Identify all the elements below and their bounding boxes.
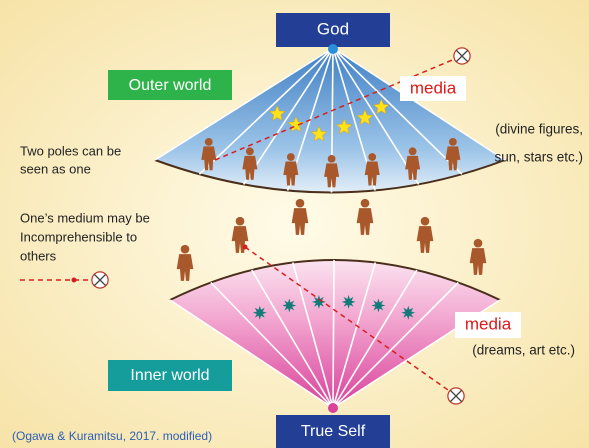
inner-world-label: Inner world [130,367,209,384]
citation: (Ogawa & Kuramitsu, 2017. modified) [12,429,212,443]
left-note: others [20,248,57,263]
lower-cross-circle [448,388,464,404]
upper-media-note: (divine figures, [495,122,583,137]
diagram: God Outer world media (divine figures, s… [0,0,589,448]
lower-media-label: media [465,314,512,333]
left-cross-circle [92,272,108,288]
upper-media-note: sun, stars etc.) [494,150,583,165]
upper-media-label: media [410,78,457,97]
outer-world-label: Outer world [129,77,212,94]
upper-cross-circle [454,48,470,64]
ray [333,260,334,408]
left-note: One’s medium may be [20,210,150,225]
left-dot [72,278,77,283]
lower-dot [243,245,248,250]
left-note: Two poles can be [20,143,121,158]
left-note: seen as one [20,161,91,176]
left-note: Incomprehensible to [20,229,137,244]
god-label: God [317,19,349,38]
god-dot [328,44,338,54]
lower-media-note: (dreams, art etc.) [472,343,575,358]
true-self-label: True Self [301,423,366,440]
self-dot [328,403,338,413]
